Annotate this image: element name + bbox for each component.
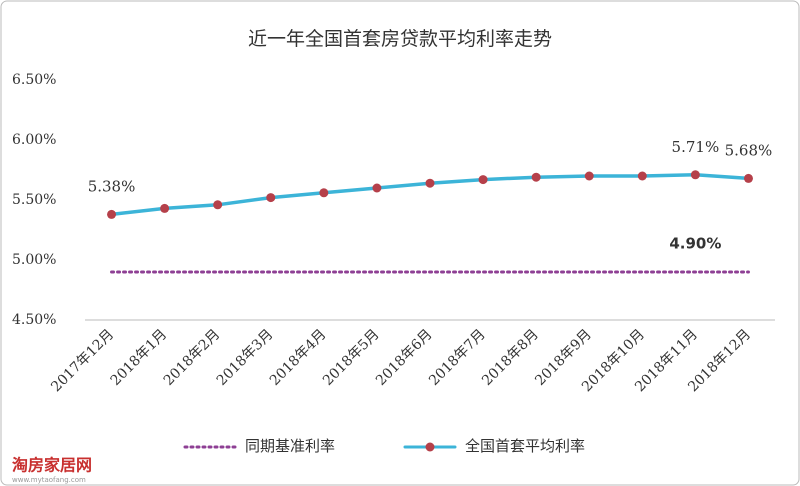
watermark-url: www.mytaofang.com — [12, 476, 86, 484]
data-point — [319, 188, 329, 198]
legend-label: 同期基准利率 — [245, 437, 335, 455]
data-label: 5.38% — [88, 177, 136, 195]
data-point — [584, 171, 594, 181]
data-point — [690, 170, 700, 180]
data-point — [160, 203, 170, 213]
data-point — [266, 193, 276, 203]
data-label: 5.68% — [725, 141, 773, 159]
data-point — [478, 175, 488, 185]
watermark: 淘房家居网 — [12, 456, 92, 475]
y-tick-label: 6.00% — [12, 132, 56, 148]
y-tick-label: 5.50% — [12, 192, 56, 208]
data-label: 5.71% — [672, 138, 720, 156]
data-point — [637, 171, 647, 181]
y-tick-label: 6.50% — [12, 72, 56, 88]
data-point — [743, 173, 753, 183]
y-tick-label: 4.50% — [12, 312, 56, 328]
data-point — [425, 178, 435, 188]
data-point — [213, 200, 223, 210]
legend-label: 全国首套平均利率 — [465, 437, 585, 455]
legend-marker — [425, 442, 435, 452]
data-point — [107, 209, 117, 219]
data-point — [531, 172, 541, 182]
y-tick-label: 5.00% — [12, 252, 56, 268]
data-label: 4.90% — [669, 235, 721, 253]
chart-title: 近一年全国首套房贷款平均利率走势 — [248, 28, 552, 50]
data-point — [372, 183, 382, 193]
